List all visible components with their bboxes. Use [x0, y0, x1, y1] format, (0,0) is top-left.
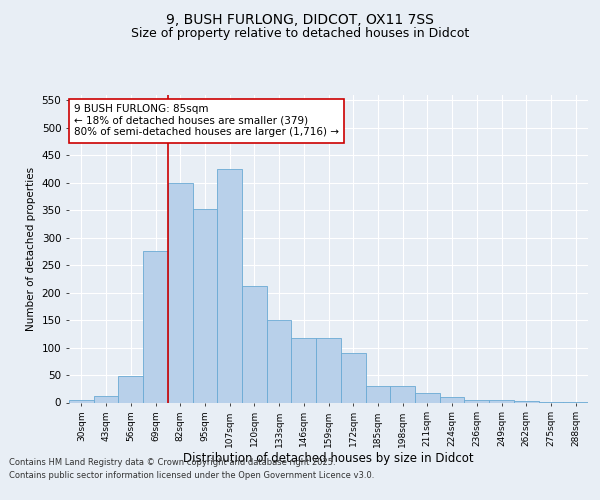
Text: 9, BUSH FURLONG, DIDCOT, OX11 7SS: 9, BUSH FURLONG, DIDCOT, OX11 7SS — [166, 13, 434, 27]
Bar — [193, 209, 217, 402]
Bar — [242, 286, 267, 403]
Text: 9 BUSH FURLONG: 85sqm
← 18% of detached houses are smaller (379)
80% of semi-det: 9 BUSH FURLONG: 85sqm ← 18% of detached … — [74, 104, 339, 138]
Y-axis label: Number of detached properties: Number of detached properties — [26, 166, 36, 331]
Bar — [390, 386, 415, 402]
Bar — [118, 376, 143, 402]
Bar — [292, 338, 316, 402]
Bar — [415, 393, 440, 402]
Bar — [168, 183, 193, 402]
Bar — [217, 169, 242, 402]
Bar — [316, 338, 341, 402]
Bar — [267, 320, 292, 402]
X-axis label: Distribution of detached houses by size in Didcot: Distribution of detached houses by size … — [183, 452, 474, 465]
Bar — [69, 400, 94, 402]
Bar — [440, 397, 464, 402]
Bar — [143, 252, 168, 402]
Text: Contains public sector information licensed under the Open Government Licence v3: Contains public sector information licen… — [9, 472, 374, 480]
Bar — [94, 396, 118, 402]
Bar — [365, 386, 390, 402]
Bar — [341, 353, 365, 403]
Bar — [489, 400, 514, 402]
Bar — [464, 400, 489, 402]
Text: Contains HM Land Registry data © Crown copyright and database right 2025.: Contains HM Land Registry data © Crown c… — [9, 458, 335, 467]
Text: Size of property relative to detached houses in Didcot: Size of property relative to detached ho… — [131, 28, 469, 40]
